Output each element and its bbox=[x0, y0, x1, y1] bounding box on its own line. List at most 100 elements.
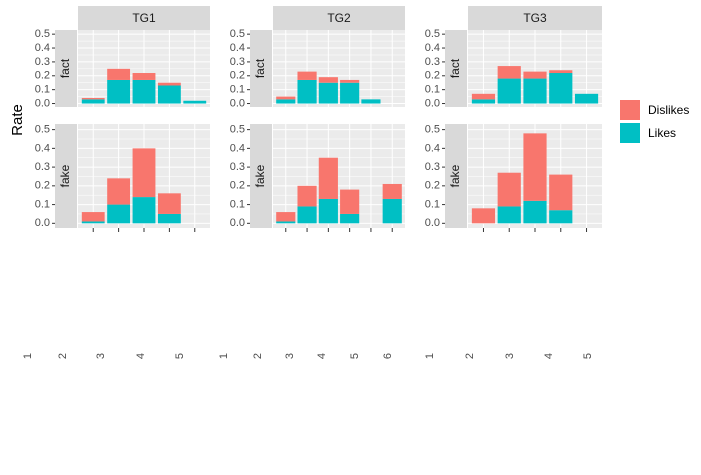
bar bbox=[318, 157, 338, 199]
x-tick-label: 5 bbox=[582, 353, 594, 359]
bar bbox=[132, 73, 156, 80]
bar bbox=[471, 208, 496, 224]
bar bbox=[318, 82, 338, 104]
column-strip-label: TG1 bbox=[132, 11, 156, 25]
legend-swatch bbox=[620, 100, 640, 120]
bar bbox=[132, 79, 156, 104]
bar bbox=[81, 99, 105, 104]
row-strip bbox=[445, 124, 467, 228]
y-tick-label: 0.2 bbox=[425, 180, 440, 192]
x-tick-label: 5 bbox=[349, 353, 361, 359]
y-tick-label: 0.5 bbox=[425, 28, 440, 40]
y-axis-label: Rate bbox=[9, 104, 26, 136]
y-tick-label: 0.5 bbox=[35, 28, 50, 40]
bar bbox=[81, 221, 105, 224]
y-tick-label: 0.4 bbox=[425, 42, 440, 54]
bar bbox=[107, 79, 131, 104]
y-tick-label: 0.0 bbox=[425, 97, 440, 109]
y-tick-label: 0.2 bbox=[35, 180, 50, 192]
legend-label: Dislikes bbox=[648, 103, 689, 117]
y-tick-label: 0.3 bbox=[425, 161, 440, 173]
row-strip bbox=[250, 124, 272, 228]
y-tick-label: 0.3 bbox=[35, 56, 50, 68]
column-strip-label: TG2 bbox=[327, 11, 351, 25]
bar bbox=[549, 70, 573, 74]
x-tick-label: 1 bbox=[22, 353, 34, 359]
row-strip-label: fact bbox=[253, 58, 267, 78]
bar bbox=[318, 198, 338, 224]
y-tick-label: 0.0 bbox=[35, 97, 50, 109]
y-tick-label: 0.3 bbox=[230, 56, 245, 68]
y-tick-label: 0.1 bbox=[425, 198, 440, 210]
y-tick-label: 0.1 bbox=[35, 84, 50, 96]
bar bbox=[471, 93, 496, 100]
bar bbox=[297, 185, 317, 207]
bar bbox=[132, 148, 156, 198]
x-tick-label: 2 bbox=[252, 353, 264, 359]
y-tick-label: 0.2 bbox=[230, 180, 245, 192]
bar bbox=[183, 100, 207, 104]
y-tick-label: 0.2 bbox=[35, 70, 50, 82]
y-tick-label: 0.1 bbox=[425, 84, 440, 96]
row-strip-label: fact bbox=[448, 58, 462, 78]
x-tick-label: 4 bbox=[316, 353, 328, 359]
bar bbox=[107, 204, 131, 224]
y-tick-label: 0.4 bbox=[35, 142, 50, 154]
bar bbox=[497, 206, 521, 224]
y-tick-label: 0.0 bbox=[230, 217, 245, 229]
bar bbox=[523, 71, 547, 79]
bar bbox=[81, 212, 105, 222]
x-tick-label: 3 bbox=[504, 353, 516, 359]
bar bbox=[340, 213, 360, 224]
bar bbox=[382, 198, 402, 224]
x-tick-label: 1 bbox=[218, 353, 230, 359]
y-tick-label: 0.2 bbox=[425, 70, 440, 82]
bar bbox=[361, 99, 381, 104]
y-tick-label: 0.2 bbox=[230, 70, 245, 82]
x-tick-label: 2 bbox=[464, 353, 476, 359]
row-strip bbox=[445, 30, 467, 107]
bar bbox=[549, 210, 573, 224]
x-tick-label: 3 bbox=[284, 353, 296, 359]
y-tick-label: 0.5 bbox=[230, 124, 245, 136]
bar bbox=[276, 96, 296, 100]
panel bbox=[273, 30, 405, 107]
bar bbox=[340, 79, 360, 83]
bar bbox=[107, 178, 131, 205]
bar bbox=[297, 71, 317, 80]
y-tick-label: 0.0 bbox=[35, 217, 50, 229]
row-strip-label: fact bbox=[58, 58, 72, 78]
bar bbox=[157, 193, 181, 214]
x-tick-label: 5 bbox=[174, 353, 186, 359]
y-tick-label: 0.3 bbox=[425, 56, 440, 68]
column-strip bbox=[468, 6, 602, 30]
y-tick-label: 0.0 bbox=[425, 217, 440, 229]
x-tick-label: 4 bbox=[543, 353, 555, 359]
bar bbox=[471, 99, 496, 104]
column-strip-label: TG3 bbox=[523, 11, 547, 25]
bar bbox=[157, 213, 181, 224]
row-strip-label: fake bbox=[448, 164, 462, 187]
x-tick-label: 2 bbox=[57, 353, 69, 359]
y-tick-label: 0.4 bbox=[425, 142, 440, 154]
row-strip bbox=[55, 124, 77, 228]
y-tick-label: 0.1 bbox=[230, 198, 245, 210]
y-tick-label: 0.1 bbox=[35, 198, 50, 210]
y-tick-label: 0.5 bbox=[35, 124, 50, 136]
y-tick-label: 0.0 bbox=[230, 97, 245, 109]
bar bbox=[549, 73, 573, 104]
bar bbox=[297, 206, 317, 224]
y-tick-label: 0.5 bbox=[230, 28, 245, 40]
legend-label: Likes bbox=[648, 126, 676, 140]
bar bbox=[276, 221, 296, 224]
bar bbox=[340, 189, 360, 214]
bar bbox=[340, 82, 360, 104]
y-tick-label: 0.4 bbox=[35, 42, 50, 54]
bar bbox=[276, 212, 296, 222]
bar bbox=[157, 82, 181, 86]
bar bbox=[497, 78, 521, 104]
y-tick-label: 0.3 bbox=[35, 161, 50, 173]
row-strip bbox=[250, 30, 272, 107]
bar bbox=[523, 133, 547, 201]
x-tick-label: 4 bbox=[135, 353, 147, 359]
